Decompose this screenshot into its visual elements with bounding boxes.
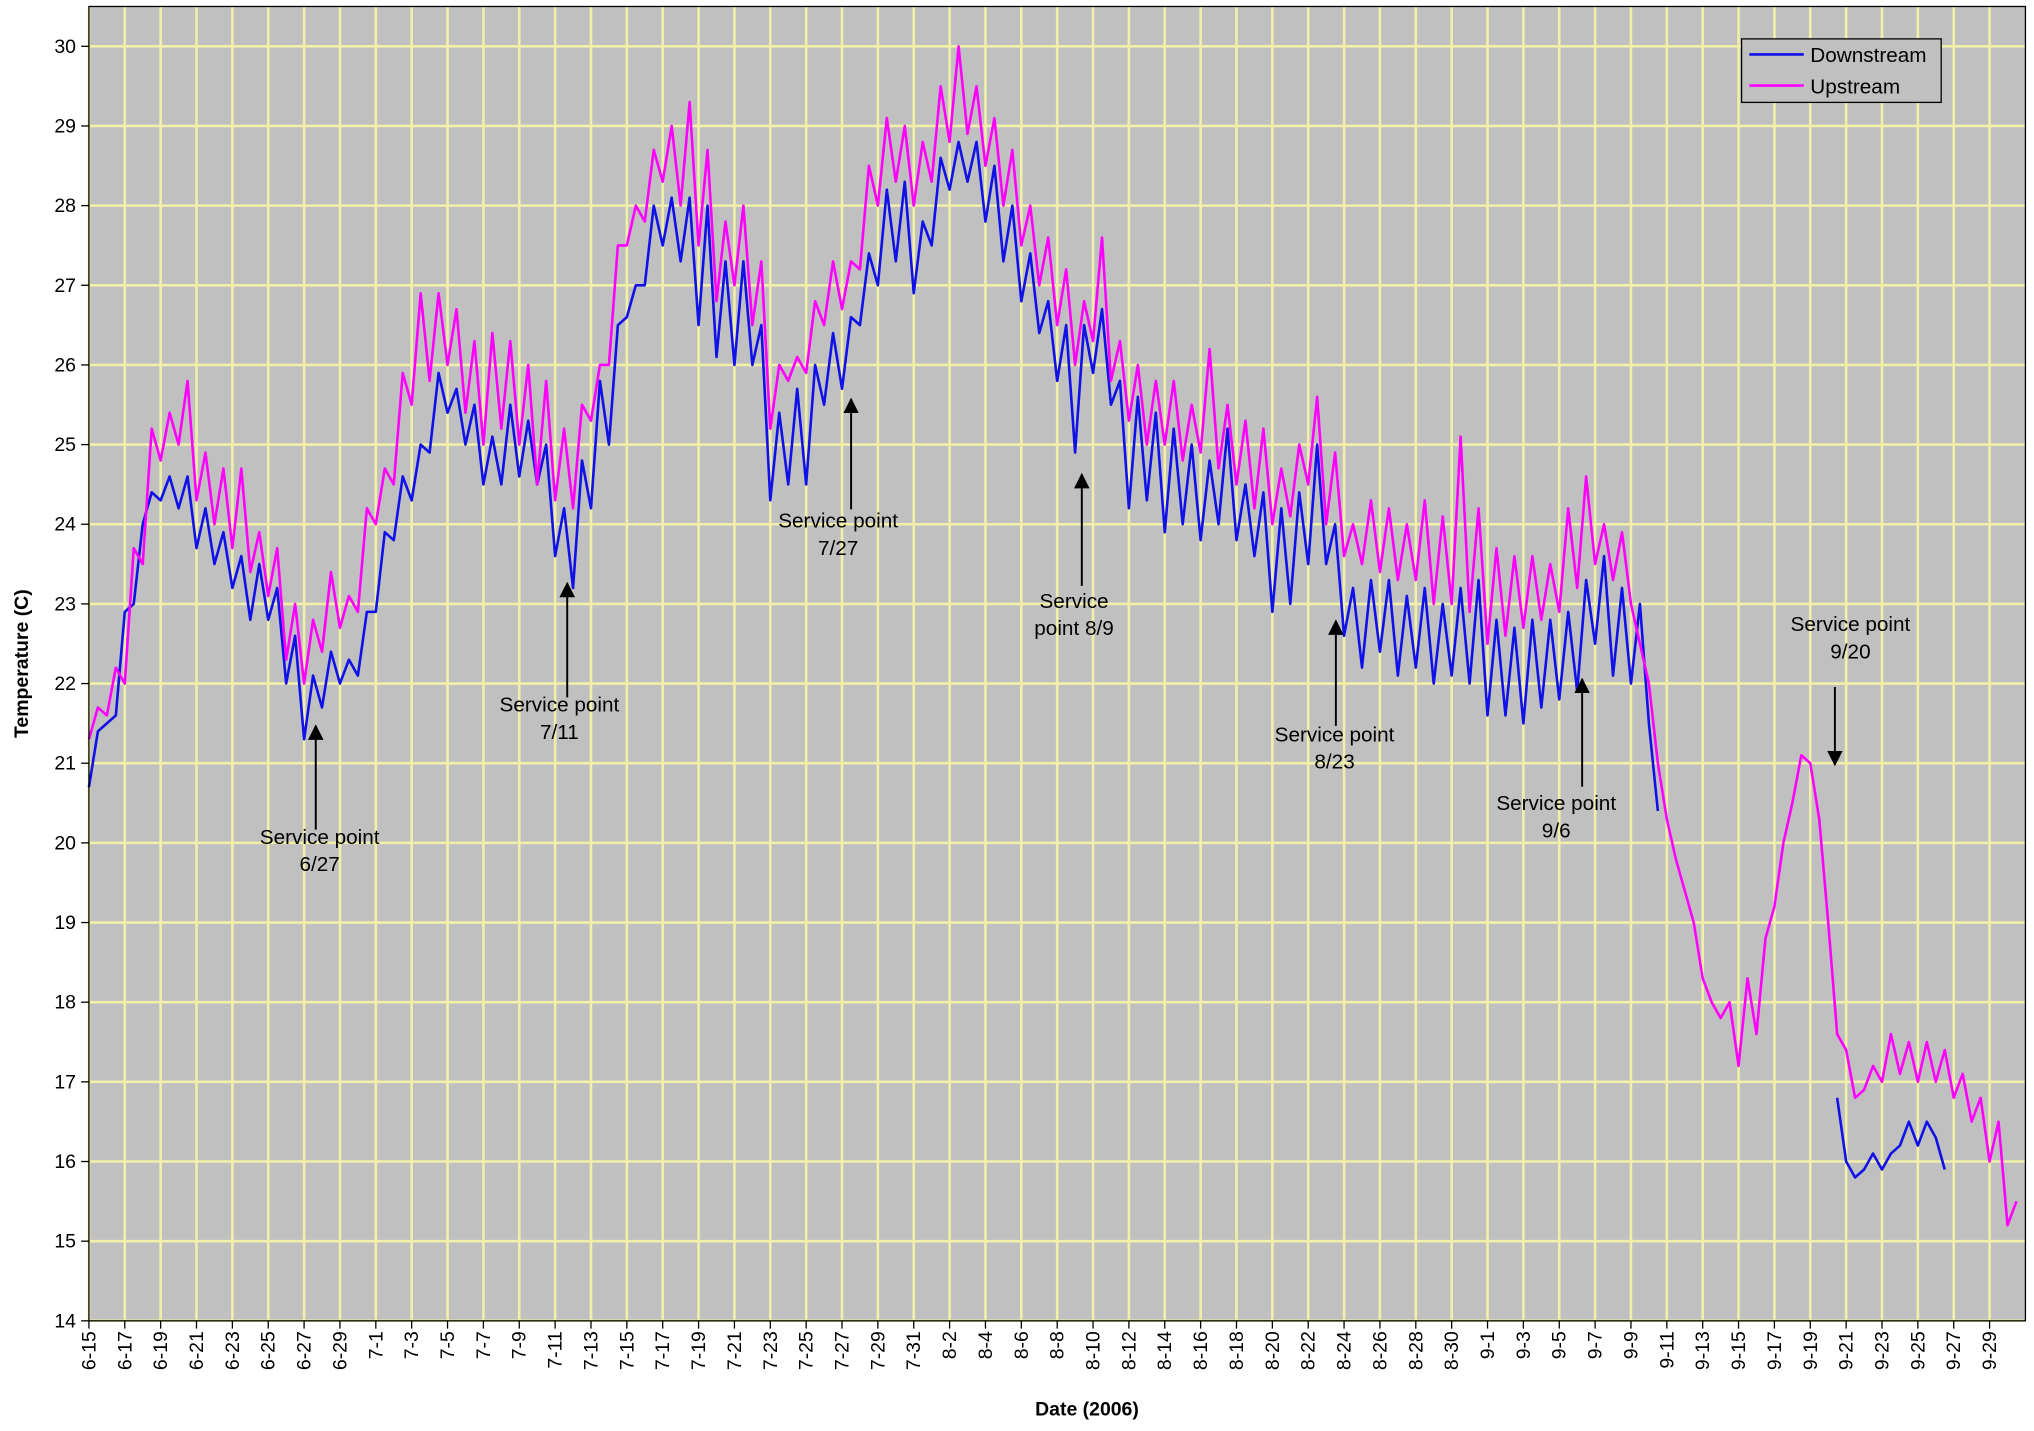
x-tick-label: 9-19 — [1800, 1331, 1822, 1370]
x-tick-label: 6-15 — [78, 1331, 100, 1370]
x-tick-label: 6-17 — [114, 1331, 136, 1370]
lines — [87, 45, 2018, 1227]
annotation-text: Service point — [778, 510, 898, 533]
annotation-text: point 8/9 — [1034, 617, 1113, 640]
y-tick-label: 14 — [54, 1310, 76, 1332]
grid — [87, 6, 2026, 1323]
axes: 14 15 16 17 18 19 20 21 22 23 24 25 26 27 28 29 30 6-15 6-… — [54, 36, 2001, 1370]
annotation-text: 8/23 — [1314, 751, 1354, 774]
y-tick-label: 20 — [54, 832, 76, 854]
x-tick-label: 8-14 — [1154, 1331, 1176, 1370]
x-tick-label: 9-17 — [1764, 1331, 1786, 1370]
legend-box — [1740, 38, 1942, 104]
x-tick-label: 6-29 — [329, 1331, 351, 1370]
x-tick-label: 8-10 — [1083, 1331, 1105, 1370]
x-tick-label: 9-7 — [1585, 1331, 1607, 1359]
legend: Downstream Upstream — [1740, 38, 1942, 104]
y-tick-label: 30 — [54, 36, 76, 58]
x-tick-label: 7-19 — [688, 1331, 710, 1370]
x-tick-label: 7-29 — [867, 1331, 889, 1370]
y-tick-label: 17 — [54, 1071, 76, 1093]
y-tick-label: 19 — [54, 912, 76, 934]
y-tick-label: 28 — [54, 195, 76, 217]
x-tick-label: 8-18 — [1226, 1331, 1248, 1370]
x-tick-label: 8-4 — [975, 1331, 997, 1359]
x-tick-label: 8-2 — [939, 1331, 961, 1359]
y-tick-label: 23 — [54, 593, 76, 615]
x-tick-label: 7-13 — [580, 1331, 602, 1370]
x-tick-label: 9-25 — [1907, 1331, 1929, 1370]
annotation-text: Service — [1039, 590, 1108, 613]
x-tick-label: 9-29 — [1979, 1331, 2001, 1370]
x-tick-label: 7-9 — [509, 1331, 531, 1359]
x-axis-title: Date (2006) — [1035, 1398, 1139, 1420]
x-tick-label: 9-13 — [1692, 1331, 1714, 1370]
y-tick-label: 18 — [54, 992, 76, 1014]
y-tick-label: 24 — [54, 514, 76, 536]
data-line — [87, 45, 2018, 1227]
annotation-text: 7/11 — [540, 721, 579, 744]
annotation-text: 6/27 — [299, 853, 339, 876]
x-tick-label: 7-31 — [903, 1331, 925, 1370]
annotation-text: Service point — [1496, 792, 1616, 815]
x-tick-label: 8-24 — [1334, 1331, 1356, 1370]
x-tick-label: 7-23 — [760, 1331, 782, 1370]
x-tick-label: 9-3 — [1513, 1331, 1535, 1359]
x-tick-label: 6-21 — [186, 1331, 208, 1370]
x-tick-label: 9-27 — [1943, 1331, 1965, 1370]
x-tick-label: 6-19 — [150, 1331, 172, 1370]
data-line — [87, 140, 1946, 1179]
annotations: Service point 6/27 Service point 7/11 Servic… — [260, 397, 1911, 876]
x-tick-label: 9-9 — [1620, 1331, 1642, 1359]
x-tick-label: 8-22 — [1298, 1331, 1320, 1370]
x-tick-label: 8-6 — [1011, 1331, 1033, 1359]
x-tick-label: 9-21 — [1836, 1331, 1858, 1370]
x-tick-label: 9-5 — [1549, 1331, 1571, 1359]
x-tick-label: 8-26 — [1369, 1331, 1391, 1370]
y-tick-label: 15 — [54, 1231, 76, 1253]
annotation-text: 7/27 — [818, 537, 858, 560]
annotation-text: Service point — [1791, 613, 1911, 636]
y-tick-label: 26 — [54, 354, 76, 376]
x-tick-label: 9-15 — [1728, 1331, 1750, 1370]
y-tick-label: 16 — [54, 1151, 76, 1173]
y-tick-label: 21 — [54, 753, 76, 775]
legend-label: Downstream — [1810, 44, 1926, 67]
x-tick-label: 7-15 — [616, 1331, 638, 1370]
x-tick-label: 7-3 — [401, 1331, 423, 1359]
x-tick-label: 7-25 — [796, 1331, 818, 1370]
annotation-text: Service point — [1275, 723, 1395, 746]
y-tick-label: 29 — [54, 115, 76, 137]
legend-label: Upstream — [1810, 75, 1900, 98]
x-tick-label: 8-28 — [1405, 1331, 1427, 1370]
x-tick-label: 8-30 — [1441, 1331, 1463, 1370]
x-tick-label: 7-11 — [545, 1331, 567, 1368]
x-tick-label: 7-5 — [437, 1331, 459, 1359]
x-tick-label: 6-23 — [222, 1331, 244, 1370]
y-tick-label: 25 — [54, 434, 76, 456]
x-tick-label: 9-1 — [1477, 1331, 1499, 1359]
x-tick-label: 8-12 — [1118, 1331, 1140, 1370]
x-tick-label: 7-17 — [652, 1331, 674, 1370]
x-tick-label: 8-20 — [1262, 1331, 1284, 1370]
x-tick-label: 7-7 — [473, 1331, 495, 1359]
x-tick-label: 6-27 — [294, 1331, 316, 1370]
x-tick-label: 7-1 — [365, 1331, 387, 1359]
annotation-text: 9/6 — [1542, 819, 1571, 842]
x-tick-label: 8-8 — [1047, 1331, 1069, 1359]
annotation-text: Service point — [500, 694, 620, 717]
x-tick-label: 8-16 — [1190, 1331, 1212, 1370]
annotation-text: Service point — [260, 826, 380, 849]
x-tick-label: 7-27 — [831, 1331, 853, 1370]
y-tick-label: 27 — [54, 275, 76, 297]
x-tick-label: 7-21 — [724, 1331, 746, 1370]
y-axis-title: Temperature (C) — [11, 589, 33, 738]
y-tick-label: 22 — [54, 673, 76, 695]
x-tick-label: 6-25 — [258, 1331, 280, 1370]
annotation-text: 9/20 — [1830, 640, 1870, 663]
x-tick-label: 9-11 — [1656, 1331, 1678, 1368]
x-tick-label: 9-23 — [1871, 1331, 1893, 1370]
